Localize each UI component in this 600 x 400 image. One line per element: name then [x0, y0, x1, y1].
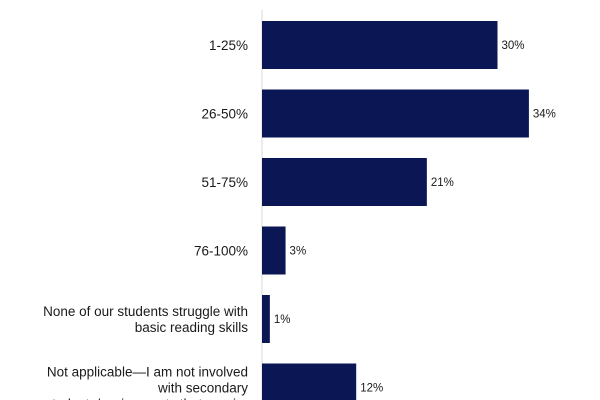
value-label-6: 12%: [360, 383, 383, 395]
category-label-line: students/assignments that require: [45, 397, 248, 400]
bar-1: [262, 21, 498, 69]
category-label-line: 51-75%: [201, 175, 248, 190]
value-labels-group: 30% 34% 21% 3% 1% 12%: [274, 40, 556, 395]
category-label-1: 1-25%: [209, 38, 248, 53]
category-label-6: Not applicable—I am not involved with sec…: [45, 365, 248, 400]
category-label-line: Not applicable—I am not involved: [47, 365, 248, 380]
bar-4: [262, 226, 286, 275]
category-label-3: 51-75%: [201, 175, 248, 190]
category-label-line: with secondary: [157, 381, 248, 396]
value-label-5: 1%: [274, 314, 291, 326]
value-label-4: 3%: [290, 246, 307, 258]
bar-6: [262, 363, 357, 400]
category-label-line: 76-100%: [194, 244, 248, 259]
category-label-line: None of our students struggle with: [43, 304, 248, 319]
category-label-5: None of our students struggle with basic …: [43, 304, 248, 335]
value-label-2: 34%: [533, 109, 556, 121]
category-label-line: 1-25%: [209, 38, 248, 53]
category-label-line: 26-50%: [201, 107, 248, 122]
category-label-line: basic reading skills: [135, 320, 249, 335]
category-labels-group: 1-25% 26-50% 51-75% 76-100% None of our stud…: [43, 38, 248, 400]
value-label-1: 30%: [502, 40, 525, 52]
category-label-4: 76-100%: [194, 244, 248, 259]
bar-2: [262, 89, 529, 138]
bars-group: [262, 21, 529, 400]
category-label-2: 26-50%: [201, 107, 248, 122]
value-label-3: 21%: [431, 177, 454, 189]
bar-5: [262, 295, 270, 343]
bar-3: [262, 158, 427, 206]
